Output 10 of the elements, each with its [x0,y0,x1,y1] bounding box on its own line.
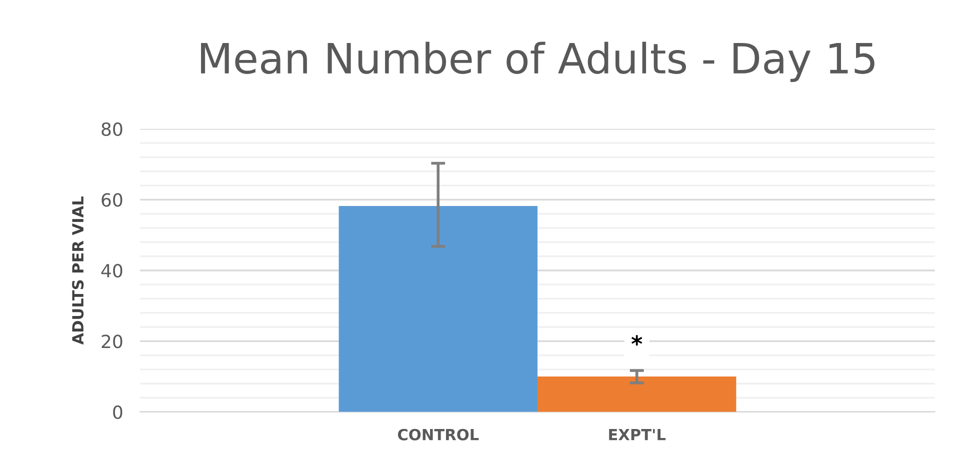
y-tick-label: 20 [102,334,122,348]
y-tick-label: 40 [101,264,122,278]
chart-title: Mean Number of Adults - Day 15 [201,42,874,82]
x-tick-label: EXPT'L [609,429,666,440]
y-tick-label: 80 [102,122,122,136]
y-tick-label: 0 [113,405,122,420]
x-tick-label: CONTROL [398,428,479,440]
y-axis-title: ADULTS PER VIAL [72,196,84,345]
annotation: * [631,335,642,346]
y-tick-label: 60 [102,193,122,207]
